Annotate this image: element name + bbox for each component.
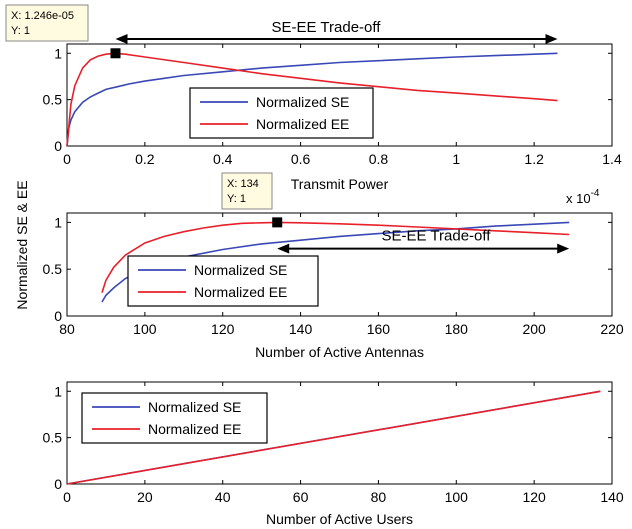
x-tick-label: 160: [367, 321, 391, 337]
x-tick-label: 120: [522, 489, 546, 505]
arrow-head-left: [115, 34, 128, 44]
x-tick-label: 20: [137, 489, 153, 505]
series-line-normalized-se: [66, 52, 558, 147]
y-tick-label: 0.5: [43, 92, 63, 108]
y-tick-label: 1: [54, 383, 62, 399]
legend-entry: Normalized EE: [194, 284, 287, 300]
x-tick-label: 0: [63, 489, 71, 505]
legend-entry: Normalized EE: [148, 421, 241, 437]
shared-y-axis-label: Normalized SE & EE: [14, 180, 30, 309]
x-tick-label: 140: [600, 489, 624, 505]
y-tick-label: 0.5: [43, 261, 63, 277]
y-tick-label: 0: [54, 138, 62, 154]
x-tick-label: 0.8: [369, 151, 389, 167]
x-tick-label: 0.6: [291, 151, 311, 167]
x-tick-label: 100: [133, 321, 157, 337]
tradeoff-label: SE-EE Trade-off: [382, 228, 492, 245]
datatip-x-text: X: 134: [227, 178, 259, 190]
arrow-head-right: [557, 243, 570, 254]
datatip-y-text: Y: 1: [11, 25, 30, 37]
y-tick-label: 0.5: [43, 430, 63, 446]
x-tick-label: 100: [445, 489, 469, 505]
legend-entry: Normalized EE: [256, 116, 349, 132]
series-line-normalized-ee: [66, 390, 601, 485]
x-tick-label: 80: [59, 321, 75, 337]
x-tick-label: 1.2: [524, 151, 544, 167]
subplot-1: 0 0.2 0.4 0.6 0.8 1 1.2 1.4 0 0.5 1 Transmit Power x…: [5, 4, 622, 206]
legend-box: [127, 255, 319, 307]
x-tick-label: 140: [289, 321, 313, 337]
legend-box: [81, 392, 268, 444]
legend: Normalized SE Normalized EE: [127, 255, 319, 307]
x-axis-label: Number of Active Users: [266, 511, 413, 527]
x-tick-label: 60: [293, 489, 309, 505]
series-line-normalized-ee: [66, 52, 558, 147]
x-tick-label: 40: [215, 489, 231, 505]
datatip-marker: [110, 48, 121, 59]
x-tick-label: 120: [211, 321, 235, 337]
series-line-normalized-ee: [101, 221, 570, 293]
x-tick-label: 0: [63, 151, 71, 167]
arrow-head-left: [277, 243, 290, 254]
x-tick-label: 0.2: [135, 151, 155, 167]
arrow-head-right: [545, 34, 558, 44]
legend-box: [189, 87, 374, 139]
datatip-y-text: Y: 1: [227, 193, 246, 205]
datatip-x-text: X: 1.246e-05: [11, 10, 74, 22]
x-tick-label: 0.4: [213, 151, 233, 167]
x-tick-label: 200: [522, 321, 546, 337]
tradeoff-label: SE-EE Trade-off: [272, 19, 382, 36]
legend: Normalized SE Normalized EE: [189, 87, 374, 139]
series-line-normalized-se: [101, 221, 570, 303]
datatip-marker: [272, 217, 283, 228]
datatip-box: [5, 4, 89, 42]
x-tick-label: 80: [371, 489, 387, 505]
x-tick-label: 180: [445, 321, 469, 337]
x-axis-label: Transmit Power: [291, 176, 389, 192]
legend-entry: Normalized SE: [256, 94, 349, 110]
legend: Normalized SE Normalized EE: [81, 392, 268, 444]
x-tick-label: 220: [600, 321, 624, 337]
subplot-3: 0 20 40 60 80 100 120 140 0 0.5 1 Number of Active …: [43, 381, 624, 527]
y-tick-label: 0: [54, 476, 62, 492]
legend-entry: Normalized SE: [148, 399, 241, 415]
y-tick-label: 1: [54, 214, 62, 230]
x-axis-label: Number of Active Antennas: [255, 344, 424, 360]
x-tick-label: 1.4: [602, 151, 622, 167]
y-tick-label: 1: [54, 45, 62, 61]
legend-entry: Normalized SE: [194, 262, 287, 278]
y-tick-label: 0: [54, 308, 62, 324]
datatip-box: [221, 172, 273, 210]
x-tick-label: 1: [452, 151, 460, 167]
subplot-2: 80 100 120 140 160 180 200 220 0 0.5 1 Number of Ac…: [43, 172, 624, 360]
x-exponent-label: x 10-4: [566, 188, 600, 206]
